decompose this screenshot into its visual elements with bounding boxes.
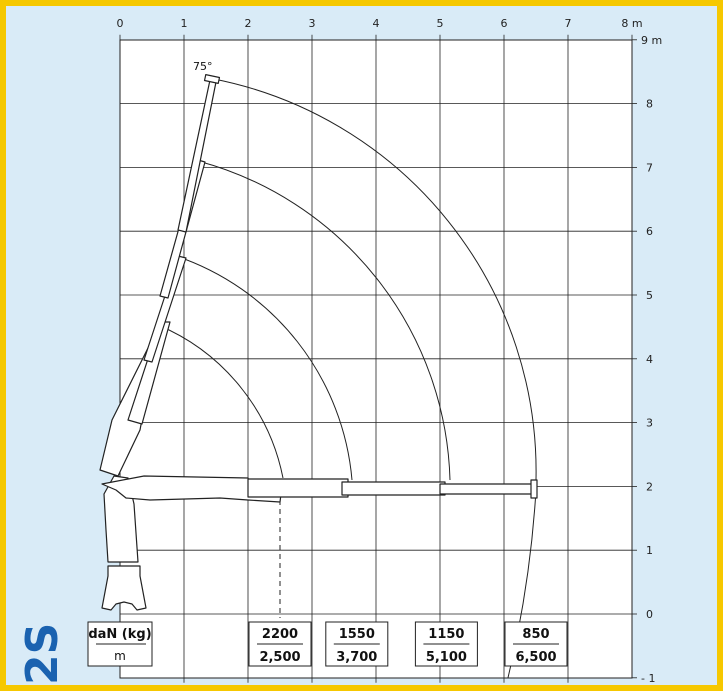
x-tick-label: 1 bbox=[181, 17, 188, 30]
raised-boom-tip bbox=[203, 74, 221, 84]
load-box: 1550 3,700 bbox=[325, 621, 389, 667]
load-value: 1150 bbox=[428, 627, 464, 642]
reach-value: 2,500 bbox=[259, 650, 300, 665]
x-tick-label: 7 bbox=[565, 17, 572, 30]
x-tick-label: 4 bbox=[373, 17, 380, 30]
x-tick-label: 2 bbox=[245, 17, 252, 30]
crane-drawing bbox=[99, 74, 538, 611]
boom-extension-3 bbox=[439, 483, 536, 495]
y-tick-label: 2 bbox=[646, 480, 653, 493]
main-boom bbox=[101, 475, 283, 503]
load-value: 850 bbox=[522, 627, 549, 642]
y-tick-label: 7 bbox=[646, 161, 653, 174]
y-tick-label: 3 bbox=[646, 417, 653, 430]
reach-arc-3 bbox=[197, 160, 451, 481]
y-tick-label: 4 bbox=[646, 353, 653, 366]
y-tick-label: 0 bbox=[646, 608, 653, 621]
unit-legend: daN (kg) m bbox=[87, 621, 153, 667]
x-tick-label: 5 bbox=[437, 17, 444, 30]
angle-label: 75° bbox=[193, 60, 213, 73]
x-tick-label: 6 bbox=[501, 17, 508, 30]
y-tick-label: 5 bbox=[646, 289, 653, 302]
y-tick-label: 8 bbox=[646, 98, 653, 111]
reach-value: 6,500 bbox=[515, 650, 556, 665]
x-axis-end-label: 8 m bbox=[621, 17, 642, 30]
load-box: 2200 2,500 bbox=[248, 621, 312, 667]
x-axis-ticks: 0 1 2 3 4 5 6 7 bbox=[117, 17, 572, 30]
boom-tip bbox=[530, 479, 538, 499]
reach-arc-4 bbox=[213, 78, 537, 481]
load-value: 1550 bbox=[339, 627, 375, 642]
model-label: 2S bbox=[17, 623, 68, 685]
x-tick-label: 0 bbox=[117, 17, 124, 30]
y-tick-label: 1 bbox=[646, 544, 653, 557]
load-box: 850 6,500 bbox=[504, 621, 568, 667]
load-value: 2200 bbox=[262, 627, 298, 642]
load-boxes: 2200 2,500 1550 3,700 1150 5,100 850 6,500 bbox=[248, 621, 568, 667]
boom-extension-2 bbox=[341, 481, 446, 496]
reach-value: 5,100 bbox=[426, 650, 467, 665]
y-axis-ticks: 0 1 2 3 4 5 6 7 8 bbox=[646, 98, 653, 621]
y-axis-top-label: 9 m bbox=[641, 34, 662, 47]
load-unit-label: daN (kg) bbox=[88, 627, 151, 642]
y-axis-bottom-label: - 1 bbox=[641, 672, 655, 685]
reach-arc-2 bbox=[175, 255, 353, 481]
x-tick-label: 3 bbox=[309, 17, 316, 30]
load-box: 1150 5,100 bbox=[414, 621, 478, 667]
y-tick-label: 6 bbox=[646, 225, 653, 238]
reach-unit-label: m bbox=[114, 649, 126, 663]
boom-extension-1 bbox=[247, 478, 349, 498]
crane-base bbox=[101, 565, 147, 611]
reach-value: 3,700 bbox=[336, 650, 377, 665]
reach-arc-1 bbox=[157, 324, 284, 479]
